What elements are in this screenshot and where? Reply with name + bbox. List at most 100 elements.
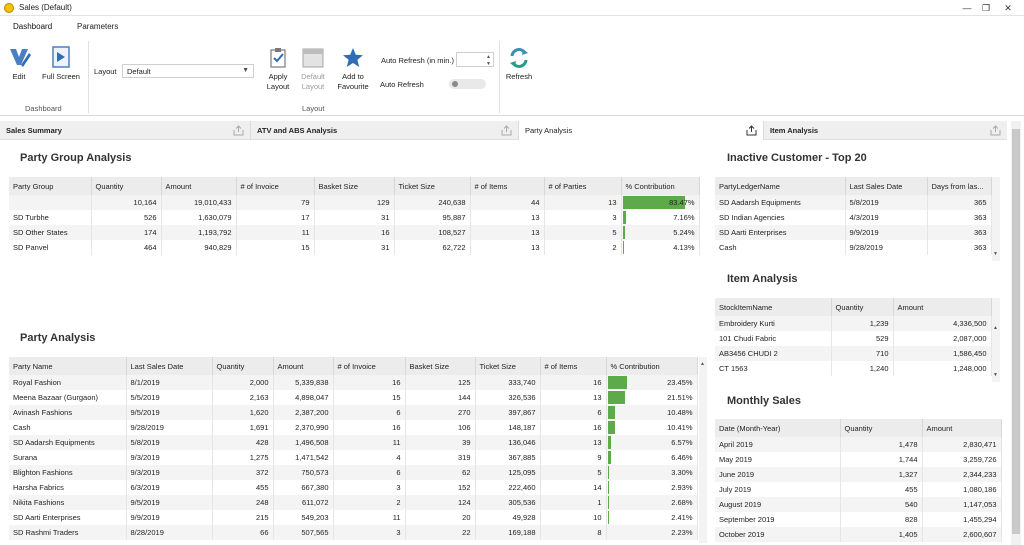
table-row[interactable]: May 2019 1,744 3,259,726 bbox=[715, 452, 1002, 467]
table-cell: 125,095 bbox=[475, 465, 541, 480]
table-row[interactable]: October 2019 1,405 2,600,607 bbox=[715, 527, 1002, 542]
default-layout-button[interactable]: Default Layout bbox=[298, 47, 328, 92]
column-header[interactable]: Basket Size bbox=[405, 357, 476, 375]
scroll-down-icon[interactable]: ▼ bbox=[993, 372, 998, 378]
column-header[interactable]: Quantity bbox=[831, 298, 894, 316]
apply-layout-label-1: Apply bbox=[268, 72, 288, 81]
column-header[interactable]: Quantity bbox=[212, 357, 274, 375]
main-scrollbar-thumb[interactable] bbox=[1012, 129, 1020, 534]
table-row[interactable]: SD Aarti Enterprises 9/9/2019 363 bbox=[715, 225, 992, 240]
export-icon[interactable] bbox=[501, 125, 512, 136]
tab-parameters[interactable]: Parameters bbox=[77, 22, 119, 31]
column-header[interactable]: Last Sales Date bbox=[126, 357, 213, 375]
inactive-customer-scrollbar[interactable]: ▼ bbox=[992, 177, 1000, 261]
panel-tab-atv-abs[interactable]: ATV and ABS Analysis bbox=[251, 121, 519, 140]
column-header[interactable]: Ticket Size bbox=[475, 357, 541, 375]
table-row[interactable]: July 2019 455 1,080,186 bbox=[715, 482, 1002, 497]
column-header[interactable]: Amount bbox=[893, 298, 992, 316]
column-header[interactable]: % Contribution bbox=[621, 177, 700, 195]
table-cell: 248 bbox=[212, 495, 274, 510]
table-row[interactable]: 10,164 19,010,433 79 129 240,638 44 13 83.47% bbox=[9, 195, 700, 210]
column-header[interactable]: PartyLedgerName bbox=[715, 177, 846, 195]
table-cell: 129 bbox=[314, 195, 395, 210]
spin-up-icon[interactable]: ▲ bbox=[486, 54, 491, 60]
table-row[interactable]: Royal Fashion 8/1/2019 2,000 5,339,838 16 125… bbox=[9, 375, 698, 390]
table-row[interactable]: SD Other States 174 1,193,792 11 16 108,527 13… bbox=[9, 225, 700, 240]
edit-button[interactable]: Edit bbox=[6, 45, 32, 82]
export-icon[interactable] bbox=[990, 125, 1001, 136]
table-cell: Cash bbox=[715, 240, 846, 255]
column-header[interactable]: Amount bbox=[161, 177, 237, 195]
restore-button[interactable]: ❐ bbox=[981, 3, 991, 13]
column-header[interactable]: Days from las... bbox=[927, 177, 992, 195]
column-header[interactable]: Amount bbox=[922, 419, 1002, 437]
column-header[interactable]: # of Items bbox=[470, 177, 545, 195]
spin-down-icon[interactable]: ▼ bbox=[486, 61, 491, 67]
auto-refresh-minutes-input[interactable]: ▲ ▼ bbox=[456, 52, 494, 67]
full-screen-button[interactable]: Full Screen bbox=[40, 45, 82, 82]
column-header[interactable]: Last Sales Date bbox=[845, 177, 928, 195]
column-header[interactable]: Party Name bbox=[9, 357, 127, 375]
column-header[interactable]: # of Invoice bbox=[333, 357, 406, 375]
column-header[interactable]: Party Group bbox=[9, 177, 92, 195]
column-header[interactable]: # of Parties bbox=[544, 177, 622, 195]
table-row[interactable]: SD Panvel 464 940,829 15 31 62,722 13 2 4.13% bbox=[9, 240, 700, 255]
table-row[interactable]: Nikita Fashions 9/5/2019 248 611,072 2 124 305… bbox=[9, 495, 698, 510]
table-row[interactable]: Surana 9/3/2019 1,275 1,471,542 4 319 367,885 9… bbox=[9, 450, 698, 465]
column-header[interactable]: Basket Size bbox=[314, 177, 395, 195]
table-row[interactable]: Embroidery Kurti 1,239 4,336,500 bbox=[715, 316, 992, 331]
scroll-up-icon[interactable]: ▲ bbox=[700, 361, 705, 367]
table-row[interactable]: April 2019 1,478 2,830,471 bbox=[715, 437, 1002, 452]
ribbon: Edit Full Screen Dashboard Layout Defaul… bbox=[0, 37, 1024, 116]
column-header[interactable]: Amount bbox=[273, 357, 334, 375]
column-header[interactable]: StockItemName bbox=[715, 298, 832, 316]
table-row[interactable]: SD Aarti Enterprises 9/9/2019 215 549,203 11… bbox=[9, 510, 698, 525]
column-header[interactable]: % Contribution bbox=[606, 357, 698, 375]
column-header[interactable]: Quantity bbox=[840, 419, 923, 437]
column-header[interactable]: Ticket Size bbox=[394, 177, 471, 195]
column-header[interactable]: Quantity bbox=[91, 177, 162, 195]
table-row[interactable]: Cash 9/28/2019 1,691 2,370,990 16 106 148,187 1… bbox=[9, 420, 698, 435]
auto-refresh-toggle[interactable] bbox=[449, 79, 486, 89]
panel-tab-sales-summary[interactable]: Sales Summary bbox=[0, 121, 251, 140]
export-icon[interactable] bbox=[233, 125, 244, 136]
table-row[interactable]: Meena Bazaar (Gurgaon) 5/5/2019 2,163 4,898… bbox=[9, 390, 698, 405]
apply-layout-button[interactable]: Apply Layout bbox=[263, 47, 293, 92]
table-row[interactable]: September 2019 828 1,455,294 bbox=[715, 512, 1002, 527]
column-header[interactable]: # of Invoice bbox=[236, 177, 315, 195]
panel-tab-party-analysis[interactable]: Party Analysis bbox=[519, 121, 764, 140]
table-cell: 455 bbox=[840, 482, 923, 497]
table-row[interactable]: Avinash Fashions 9/5/2019 1,620 2,387,200 6 2… bbox=[9, 405, 698, 420]
add-to-favourite-button[interactable]: Add to Favourite bbox=[335, 47, 371, 92]
table-row[interactable]: AB3456 CHUDI 2 710 1,586,450 bbox=[715, 346, 992, 361]
scroll-up-icon[interactable]: ▲ bbox=[993, 325, 998, 331]
column-header[interactable]: Date (Month-Year) bbox=[715, 419, 841, 437]
table-row[interactable]: Harsha Fabrics 6/3/2019 455 667,380 3 152 222,… bbox=[9, 480, 698, 495]
table-row[interactable]: August 2019 540 1,147,053 bbox=[715, 497, 1002, 512]
table-cell: 1,586,450 bbox=[893, 346, 992, 361]
scroll-down-icon[interactable]: ▼ bbox=[993, 251, 998, 257]
table-row[interactable]: SD Rashmi Traders 8/28/2019 66 507,565 3 22 16… bbox=[9, 525, 698, 540]
table-cell: Surana bbox=[9, 450, 127, 465]
main-scrollbar[interactable] bbox=[1011, 121, 1021, 545]
item-analysis-scrollbar[interactable]: ▲ ▼ bbox=[992, 298, 1000, 382]
panel-tab-item-analysis[interactable]: Item Analysis bbox=[764, 121, 1007, 140]
table-row[interactable]: SD Turbhe 526 1,630,079 17 31 95,887 13 3 7.16% bbox=[9, 210, 700, 225]
refresh-button[interactable]: Refresh bbox=[504, 47, 534, 82]
close-button[interactable]: ✕ bbox=[1004, 3, 1012, 13]
contribution-cell: 10.41% bbox=[606, 420, 698, 435]
party-analysis-scrollbar[interactable]: ▲ bbox=[699, 357, 707, 543]
column-header[interactable]: # of Items bbox=[540, 357, 607, 375]
minimize-button[interactable]: — bbox=[962, 3, 972, 13]
table-row[interactable]: Cash 9/28/2019 363 bbox=[715, 240, 992, 255]
table-row[interactable]: SD Indian Agencies 4/3/2019 363 bbox=[715, 210, 992, 225]
tab-dashboard[interactable]: Dashboard bbox=[13, 22, 53, 31]
table-row[interactable]: SD Aadarsh Equipments 5/8/2019 365 bbox=[715, 195, 992, 210]
export-icon[interactable] bbox=[746, 125, 757, 136]
table-row[interactable]: SD Aadarsh Equipments 5/8/2019 428 1,496,50… bbox=[9, 435, 698, 450]
table-row[interactable]: CT 1563 1,240 1,248,000 bbox=[715, 361, 992, 376]
table-row[interactable]: 101 Chudi Fabric 529 2,087,000 bbox=[715, 331, 992, 346]
layout-select[interactable]: Default ▼ bbox=[122, 64, 254, 78]
table-row[interactable]: June 2019 1,327 2,344,233 bbox=[715, 467, 1002, 482]
table-row[interactable]: Blighton Fashions 9/3/2019 372 750,573 6 62 12… bbox=[9, 465, 698, 480]
